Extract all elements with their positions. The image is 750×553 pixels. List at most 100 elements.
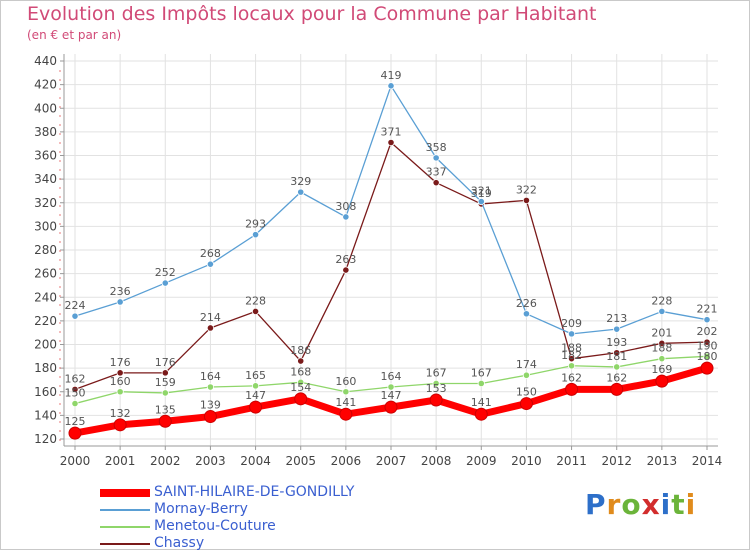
data-label-mornay-berry: 293: [245, 218, 266, 231]
y-tick-label: 340: [34, 172, 57, 186]
data-point-mornay-berry: [613, 325, 621, 333]
logo-letter: P: [585, 488, 607, 521]
data-point-chassy: [116, 369, 124, 377]
logo-letter: i: [685, 488, 697, 521]
data-point-mornay-berry: [522, 310, 531, 318]
data-point-mornay-berry: [342, 213, 350, 221]
data-point-chassy: [613, 349, 621, 357]
data-label-saint-hilaire-de-gondilly: 153: [426, 382, 447, 395]
data-point-menetou-couture: [161, 389, 169, 397]
data-point-saint-hilaire-de-gondilly: [519, 397, 533, 411]
x-tick-label: 2009: [466, 454, 497, 468]
data-label-menetou-couture: 164: [381, 370, 402, 383]
data-point-mornay-berry: [477, 197, 485, 206]
data-point-menetou-couture: [522, 371, 531, 379]
x-tick-label: 2012: [601, 454, 632, 468]
y-tick-label: 260: [34, 267, 57, 281]
data-point-chassy: [206, 324, 215, 332]
legend-swatch: [100, 489, 150, 497]
x-tick-label: 2000: [60, 454, 91, 468]
data-point-chassy: [432, 179, 440, 187]
data-label-saint-hilaire-de-gondilly: 162: [606, 371, 627, 384]
data-point-menetou-couture: [703, 352, 711, 360]
data-label-menetou-couture: 167: [471, 366, 492, 379]
y-tick-label: 280: [34, 243, 57, 257]
data-label-menetou-couture: 181: [606, 350, 627, 363]
data-label-mornay-berry: 321: [471, 185, 492, 198]
y-tick-label: 160: [34, 385, 57, 399]
data-point-menetou-couture: [116, 388, 124, 396]
data-label-mornay-berry: 224: [65, 299, 86, 312]
data-point-saint-hilaire-de-gondilly: [249, 400, 263, 414]
data-point-saint-hilaire-de-gondilly: [339, 407, 353, 421]
data-point-mornay-berry: [161, 279, 169, 287]
data-point-menetou-couture: [71, 399, 79, 408]
data-label-saint-hilaire-de-gondilly: 180: [697, 350, 718, 363]
data-label-menetou-couture: 190: [697, 339, 718, 352]
legend-label: Mornay-Berry: [154, 501, 248, 517]
data-label-menetou-couture: 168: [290, 365, 311, 378]
y-tick-label: 120: [34, 432, 57, 446]
data-label-mornay-berry: 329: [290, 175, 311, 188]
chart-subtitle: (en € et par an): [27, 28, 122, 42]
data-label-saint-hilaire-de-gondilly: 147: [245, 389, 266, 402]
data-label-saint-hilaire-de-gondilly: 141: [335, 396, 356, 409]
data-label-mornay-berry: 268: [200, 247, 221, 260]
data-point-mornay-berry: [658, 307, 666, 316]
data-point-mornay-berry: [432, 154, 440, 162]
data-label-menetou-couture: 160: [335, 375, 356, 388]
y-tick-label: 220: [34, 314, 57, 328]
data-label-chassy: 337: [426, 166, 447, 179]
data-label-chassy: 188: [561, 342, 582, 355]
data-point-chassy: [522, 196, 531, 204]
data-point-mornay-berry: [387, 82, 395, 90]
y-tick-label: 440: [34, 54, 57, 68]
data-label-menetou-couture: 150: [65, 387, 86, 400]
legend-swatch: [100, 543, 150, 545]
data-label-menetou-couture: 165: [245, 369, 266, 382]
line-chart: 120 140 160 180 200 220 240 260 280 300 320 340 360 3…: [34, 54, 723, 468]
data-point-menetou-couture: [613, 363, 621, 371]
data-label-saint-hilaire-de-gondilly: 150: [516, 386, 537, 399]
x-tick-label: 2010: [511, 454, 542, 468]
data-label-chassy: 193: [606, 336, 627, 349]
data-label-chassy: 263: [335, 253, 356, 266]
data-point-mornay-berry: [567, 330, 576, 338]
x-tick-label: 2001: [105, 454, 136, 468]
data-label-menetou-couture: 174: [516, 358, 537, 371]
data-point-menetou-couture: [387, 383, 395, 391]
data-label-menetou-couture: 182: [561, 349, 582, 362]
y-tick-label: 240: [34, 290, 57, 304]
legend-label: Chassy: [154, 535, 205, 551]
data-point-chassy: [251, 307, 260, 316]
data-point-saint-hilaire-de-gondilly: [384, 400, 398, 414]
data-label-chassy: 186: [290, 344, 311, 357]
chart-title: Evolution des Impôts locaux pour la Comm…: [27, 3, 597, 25]
data-point-chassy: [297, 357, 305, 365]
logo-letter: x: [641, 488, 661, 521]
data-label-chassy: 214: [200, 311, 221, 324]
y-tick-label: 180: [34, 361, 57, 375]
y-tick-label: 400: [34, 101, 57, 115]
y-tick-label: 300: [34, 219, 57, 233]
data-label-menetou-couture: 160: [110, 375, 131, 388]
data-point-saint-hilaire-de-gondilly: [655, 374, 669, 388]
legend-swatch: [100, 509, 150, 511]
data-label-saint-hilaire-de-gondilly: 147: [381, 389, 402, 402]
y-tick-label: 380: [34, 125, 57, 139]
data-label-saint-hilaire-de-gondilly: 139: [200, 399, 221, 412]
data-label-chassy: 176: [110, 356, 131, 369]
data-label-saint-hilaire-de-gondilly: 154: [290, 381, 311, 394]
data-point-menetou-couture: [432, 379, 440, 388]
data-point-menetou-couture: [206, 383, 215, 391]
data-point-menetou-couture: [567, 362, 576, 370]
data-label-mornay-berry: 209: [561, 317, 582, 330]
data-point-saint-hilaire-de-gondilly: [610, 382, 624, 396]
logo-letter: o: [621, 488, 642, 521]
x-tick-label: 2005: [285, 454, 316, 468]
data-point-saint-hilaire-de-gondilly: [474, 407, 488, 421]
data-label-saint-hilaire-de-gondilly: 162: [561, 371, 582, 384]
y-tick-label: 320: [34, 196, 57, 210]
x-tick-label: 2014: [692, 454, 723, 468]
data-point-mornay-berry: [703, 316, 711, 324]
